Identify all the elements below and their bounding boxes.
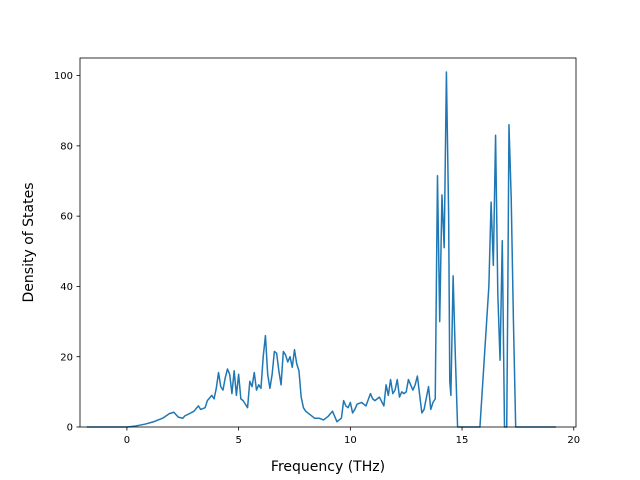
y-tick-label: 100 — [54, 71, 73, 82]
y-tick-label: 60 — [60, 212, 73, 223]
y-axis: 0 20 40 60 80 100 — [54, 71, 80, 434]
y-tick-label: 0 — [67, 423, 73, 434]
y-axis-label: Density of States — [21, 183, 37, 303]
y-tick-label: 80 — [60, 141, 73, 152]
dos-series-line — [86, 71, 556, 428]
y-tick-label: 40 — [60, 282, 73, 293]
y-tick-label: 20 — [60, 352, 73, 363]
x-axis-label: Frequency (THz) — [271, 459, 385, 475]
x-tick-label: 15 — [456, 435, 469, 446]
x-tick-label: 5 — [235, 435, 241, 446]
x-tick-label: 20 — [567, 435, 580, 446]
axes-frame — [79, 57, 577, 428]
x-tick-label: 0 — [124, 435, 130, 446]
plot-area — [86, 71, 556, 428]
x-axis: 0 5 10 15 20 — [124, 427, 580, 446]
x-tick-label: 10 — [344, 435, 357, 446]
